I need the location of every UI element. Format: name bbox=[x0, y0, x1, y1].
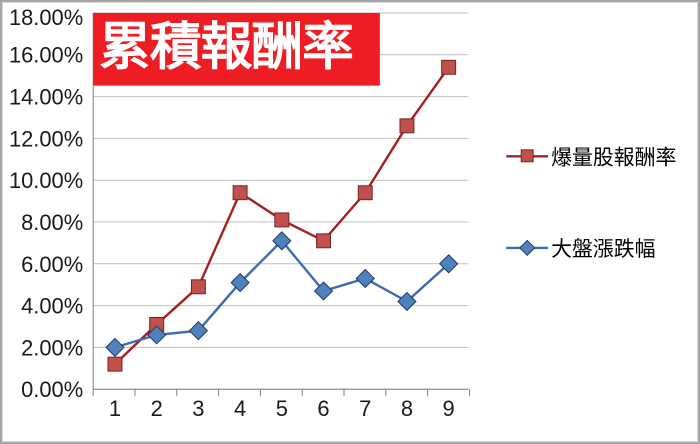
svg-text:18.00%: 18.00% bbox=[9, 5, 83, 30]
svg-text:14.00%: 14.00% bbox=[9, 85, 83, 110]
svg-text:2: 2 bbox=[151, 396, 163, 421]
svg-text:累積報酬率: 累積報酬率 bbox=[99, 18, 353, 76]
svg-text:5: 5 bbox=[276, 396, 288, 421]
svg-text:8.00%: 8.00% bbox=[21, 210, 83, 235]
svg-text:7: 7 bbox=[359, 396, 371, 421]
svg-text:4: 4 bbox=[234, 396, 246, 421]
svg-text:大盤漲跌幅: 大盤漲跌幅 bbox=[551, 238, 655, 261]
svg-text:3: 3 bbox=[192, 396, 204, 421]
svg-text:爆量股報酬率: 爆量股報酬率 bbox=[551, 146, 676, 169]
svg-text:8: 8 bbox=[401, 396, 413, 421]
svg-text:0.00%: 0.00% bbox=[21, 377, 83, 402]
svg-text:4.00%: 4.00% bbox=[21, 294, 83, 319]
svg-text:6: 6 bbox=[317, 396, 329, 421]
svg-text:12.00%: 12.00% bbox=[9, 126, 83, 151]
svg-text:10.00%: 10.00% bbox=[9, 168, 83, 193]
svg-text:9: 9 bbox=[443, 396, 455, 421]
svg-text:1: 1 bbox=[109, 396, 121, 421]
svg-text:6.00%: 6.00% bbox=[21, 252, 83, 277]
svg-text:2.00%: 2.00% bbox=[21, 335, 83, 360]
svg-text:16.00%: 16.00% bbox=[9, 43, 83, 68]
